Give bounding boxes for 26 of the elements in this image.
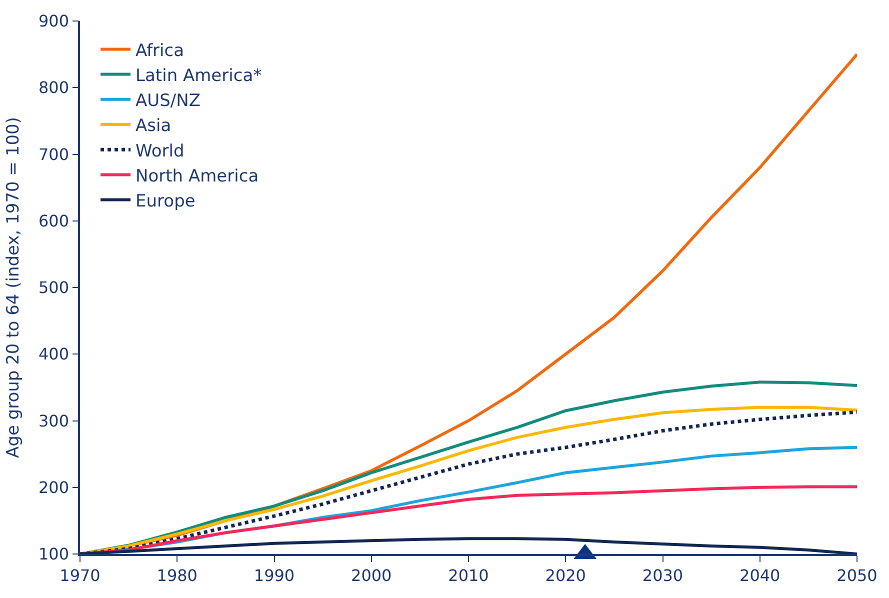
- x-tick-label: 2000: [351, 566, 392, 585]
- legend-label: Asia: [136, 116, 172, 136]
- y-tick-label: 100: [38, 544, 70, 564]
- y-tick-label: 800: [38, 78, 70, 98]
- y-tick-label: 700: [38, 144, 70, 164]
- y-tick-label: 300: [38, 411, 70, 430]
- legend-label: North America: [136, 166, 259, 186]
- legend-label: Latin America*: [136, 66, 262, 86]
- x-tick-label: 2010: [448, 566, 489, 585]
- x-tick-label: 2020: [545, 566, 586, 585]
- x-tick-label: 1980: [156, 566, 198, 585]
- y-tick-label: 500: [38, 278, 70, 298]
- y-tick-label: 600: [38, 211, 70, 230]
- legend-label: Europe: [136, 191, 196, 212]
- y-tick-label: 900: [38, 12, 70, 31]
- y-tick-label: 400: [38, 344, 70, 364]
- x-tick-label: 1970: [60, 566, 100, 585]
- x-tick-label: 2050: [836, 566, 878, 585]
- x-tick-label: 2030: [642, 566, 684, 585]
- x-tick-label: 1990: [254, 566, 295, 585]
- legend-label: Africa: [136, 40, 184, 61]
- x-tick-label: 2040: [740, 566, 780, 585]
- y-tick-label: 200: [38, 478, 70, 497]
- legend-label: World: [136, 141, 184, 162]
- legend-label: AUS/NZ: [136, 91, 201, 112]
- y-axis-title: Age group 20 to 64 (index, 1970 = 100): [4, 117, 24, 458]
